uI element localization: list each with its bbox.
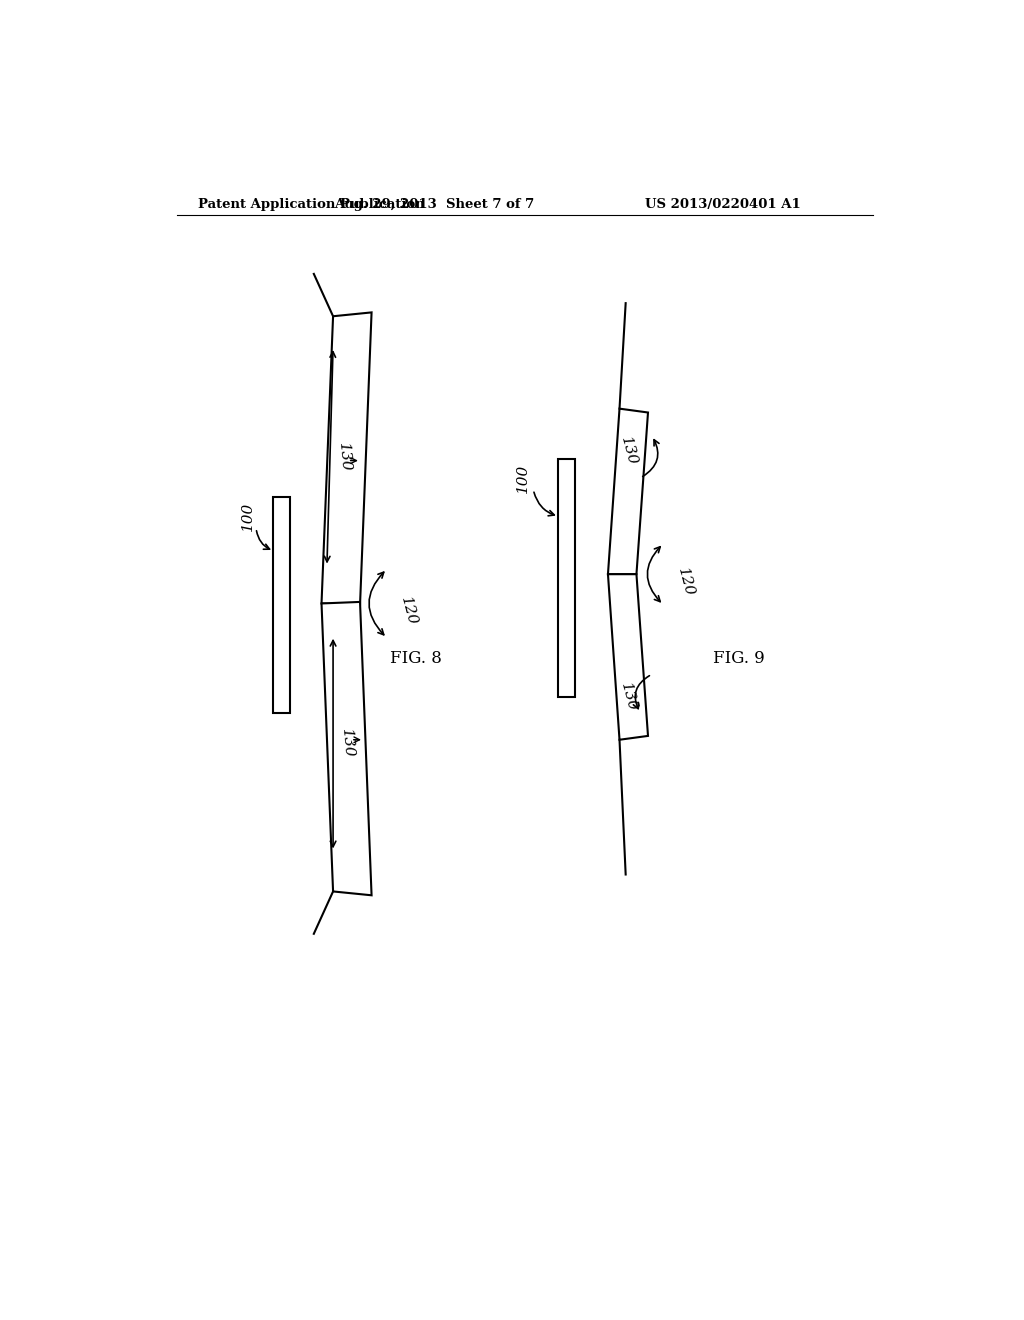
- Text: FIG. 9: FIG. 9: [713, 651, 765, 668]
- Text: Aug. 29, 2013  Sheet 7 of 7: Aug. 29, 2013 Sheet 7 of 7: [335, 198, 535, 211]
- Text: FIG. 8: FIG. 8: [389, 651, 441, 668]
- Polygon shape: [558, 459, 574, 697]
- Text: 120: 120: [398, 595, 420, 627]
- Text: 120: 120: [675, 566, 696, 598]
- Polygon shape: [608, 574, 648, 739]
- Polygon shape: [322, 602, 372, 895]
- Text: 130: 130: [617, 681, 639, 713]
- Text: 130: 130: [339, 729, 355, 759]
- Text: US 2013/0220401 A1: US 2013/0220401 A1: [645, 198, 801, 211]
- Text: 130: 130: [617, 436, 639, 467]
- Polygon shape: [273, 498, 290, 713]
- Text: 130: 130: [336, 442, 352, 473]
- Text: 100: 100: [241, 502, 255, 531]
- Polygon shape: [322, 313, 372, 605]
- Polygon shape: [608, 409, 648, 574]
- Text: Patent Application Publication: Patent Application Publication: [199, 198, 425, 211]
- Text: 100: 100: [516, 463, 530, 492]
